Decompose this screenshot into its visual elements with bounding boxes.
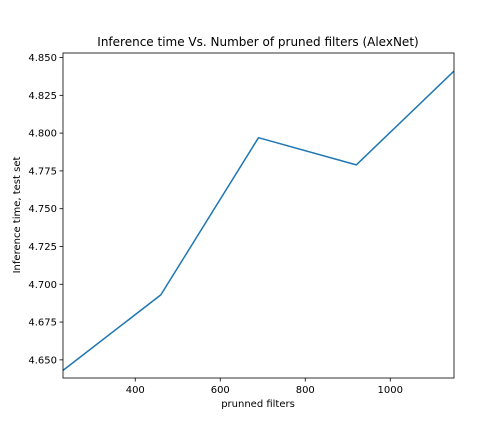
x-axis-label: prunned filters [221, 399, 295, 410]
chart-title: Inference time Vs. Number of pruned filt… [97, 35, 418, 49]
x-tick-label: 600 [211, 385, 230, 396]
y-tick-label: 4.850 [28, 53, 57, 64]
y-tick-label: 4.775 [28, 166, 57, 177]
y-tick-label: 4.700 [28, 280, 57, 291]
y-tick-label: 4.825 [28, 91, 57, 102]
x-tick-label: 400 [126, 385, 145, 396]
series-line-0 [62, 70, 455, 371]
y-axis-label: Inference time, test set [12, 157, 23, 274]
y-tick-label: 4.800 [28, 129, 57, 140]
x-tick-label: 1000 [378, 385, 403, 396]
y-tick-label: 4.650 [28, 355, 57, 366]
y-tick-label: 4.725 [28, 242, 57, 253]
plot-frame [62, 52, 455, 379]
y-tick-label: 4.750 [28, 204, 57, 215]
x-tick-label: 800 [296, 385, 315, 396]
plot-area: 400 600 800 1000 4.650 4.675 4.700 4.725 4.750 4.… [28, 52, 455, 396]
y-tick-label: 4.675 [28, 318, 57, 329]
